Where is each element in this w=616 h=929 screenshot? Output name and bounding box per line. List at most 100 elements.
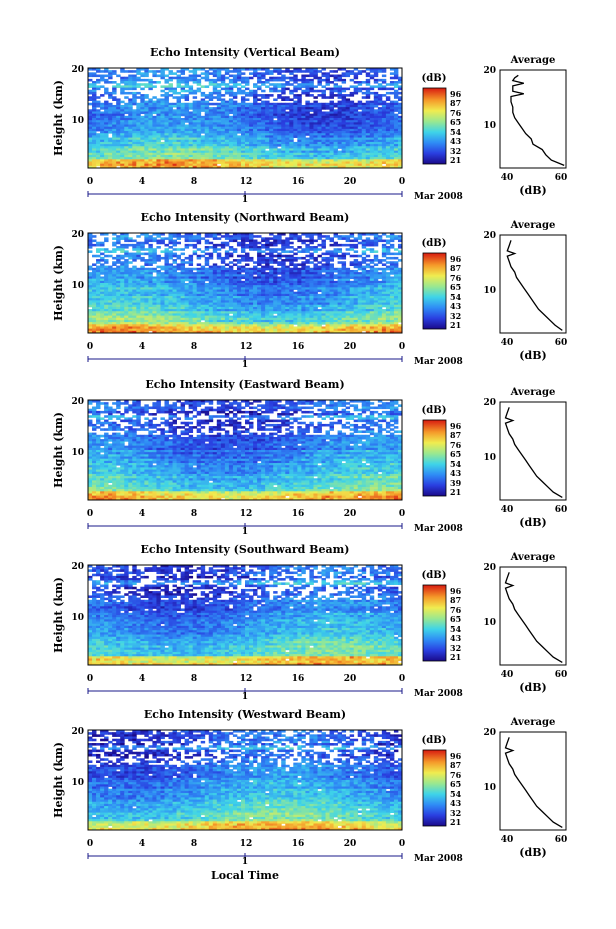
heatmap-cell <box>112 157 117 160</box>
heatmap-cell <box>313 152 318 156</box>
heatmap-cell <box>257 141 262 145</box>
heatmap-cell <box>377 152 383 156</box>
heatmap-cell <box>309 148 314 151</box>
heatmap-cell <box>224 152 230 156</box>
heatmap-cell <box>393 144 399 147</box>
heatmap-cell <box>116 120 121 123</box>
heatmap-cell <box>321 154 326 158</box>
heatmap-cell <box>176 96 181 99</box>
heatmap-cell <box>156 157 161 160</box>
heatmap-cell <box>220 120 226 123</box>
heatmap-cell <box>240 120 246 123</box>
heatmap-cell <box>297 111 302 115</box>
heatmap-cell <box>236 126 242 130</box>
heatmap-cell <box>257 135 262 138</box>
heatmap-cell <box>277 152 282 156</box>
heatmap-cell <box>333 141 338 145</box>
heatmap-cell <box>305 128 310 132</box>
heatmap-cell <box>200 91 206 95</box>
heatmap-cell <box>337 109 343 112</box>
heatmap-cell <box>249 148 254 151</box>
heatmap-cell <box>297 137 302 141</box>
heatmap-cell <box>361 139 367 143</box>
heatmap-cell <box>269 70 274 73</box>
heatmap-cell <box>204 146 210 149</box>
heatmap-cell <box>357 139 363 143</box>
heatmap-cell <box>385 87 391 91</box>
heatmap-cell <box>385 131 391 134</box>
heatmap-cell <box>301 122 306 125</box>
heatmap-cell <box>365 144 371 147</box>
heatmap-cell <box>204 74 210 78</box>
heatmap-cell <box>313 159 318 162</box>
heatmap-cell <box>365 107 371 110</box>
heatmap-cell <box>273 137 278 141</box>
heatmap-cell <box>261 141 266 145</box>
heatmap-cell <box>200 150 206 154</box>
heatmap-cell <box>100 102 105 106</box>
heatmap-cell <box>116 113 121 117</box>
heatmap-cell <box>385 102 391 106</box>
heatmap-cell <box>148 263 153 266</box>
heatmap-cell <box>381 148 387 151</box>
heatmap-cell <box>365 157 371 160</box>
heatmap-cell <box>333 113 338 117</box>
heatmap-cell <box>249 118 254 121</box>
heatmap-cell <box>172 120 177 123</box>
heatmap-cell <box>361 157 367 160</box>
heatmap-cell <box>164 85 169 88</box>
heatmap-cell <box>325 102 330 106</box>
heatmap-cell <box>228 98 234 101</box>
heatmap-cell <box>365 141 371 145</box>
heatmap-cell <box>297 70 302 73</box>
heatmap-cell <box>148 115 153 119</box>
heatmap-cell <box>108 102 113 106</box>
heatmap-cell <box>120 137 125 141</box>
heatmap-cell <box>353 102 359 106</box>
heatmap-cell <box>104 152 109 156</box>
heatmap-cell <box>184 76 190 80</box>
heatmap-cell <box>245 76 250 80</box>
heatmap-cell <box>289 148 294 151</box>
heatmap-cell <box>245 120 250 123</box>
heatmap-cell <box>156 150 161 154</box>
heatmap-cell <box>88 139 93 143</box>
heatmap-cell <box>128 139 133 143</box>
heatmap-cell <box>309 146 314 149</box>
heatmap-cell <box>329 152 334 156</box>
heatmap-cell <box>337 111 343 115</box>
heatmap-cell <box>172 157 177 160</box>
heatmap-cell <box>333 87 338 91</box>
heatmap-cell <box>176 122 181 125</box>
heatmap-cell <box>172 72 177 75</box>
heatmap-cell <box>164 154 169 158</box>
heatmap-cell <box>301 124 306 128</box>
heatmap-cell <box>200 146 206 149</box>
heatmap-cell <box>144 68 149 71</box>
heatmap-cell <box>116 109 121 112</box>
heatmap-cell <box>289 131 294 134</box>
heatmap-cell <box>116 159 121 162</box>
heatmap-cell <box>212 68 218 71</box>
heatmap-cell <box>240 113 246 117</box>
heatmap-cell <box>232 139 238 143</box>
heatmap-cell <box>301 81 306 84</box>
heatmap-cell <box>104 91 109 95</box>
heatmap-cell <box>140 131 145 134</box>
heatmap-cell <box>333 131 338 134</box>
heatmap-cell <box>337 131 343 134</box>
heatmap-cell <box>132 102 137 106</box>
heatmap-cell <box>188 148 194 151</box>
heatmap-cell <box>92 122 97 125</box>
heatmap-cell <box>212 120 218 123</box>
heatmap-cell <box>120 128 125 132</box>
heatmap-cell <box>397 120 403 123</box>
heatmap-cell <box>124 120 129 123</box>
heatmap-cell <box>285 137 290 141</box>
heatmap-cell <box>240 133 246 136</box>
heatmap-cell <box>365 152 371 156</box>
panel-title: Echo Intensity (Northward Beam) <box>141 211 350 224</box>
heatmap-cell <box>216 139 222 143</box>
heatmap-cell <box>148 144 153 147</box>
heatmap-cell <box>397 85 403 88</box>
